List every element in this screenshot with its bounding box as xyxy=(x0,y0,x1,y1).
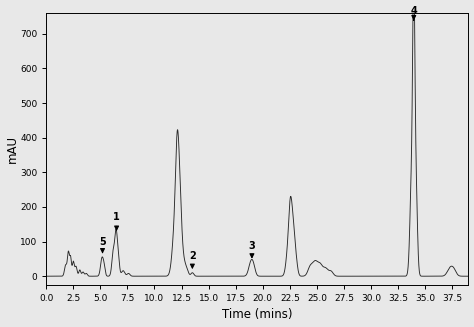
Y-axis label: mAU: mAU xyxy=(6,135,18,163)
Text: 2: 2 xyxy=(189,251,196,261)
Text: 4: 4 xyxy=(410,6,417,16)
Text: 3: 3 xyxy=(248,241,255,250)
X-axis label: Time (mins): Time (mins) xyxy=(222,308,292,321)
Text: 1: 1 xyxy=(113,212,120,222)
Text: 5: 5 xyxy=(99,237,106,248)
